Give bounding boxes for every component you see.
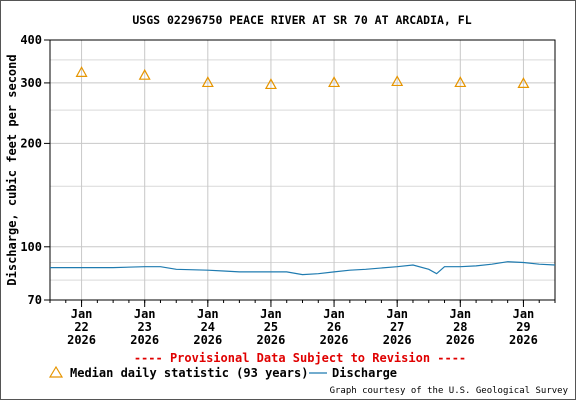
x-tick-year: 2026 — [446, 333, 475, 347]
median-triangle-marker — [391, 75, 404, 87]
x-tick-day: 28 — [453, 320, 467, 334]
median-triangle-marker — [75, 66, 88, 77]
x-tick-month: Jan — [197, 307, 219, 321]
graph-credit: Graph courtesy of the U.S. Geological Su… — [330, 386, 569, 396]
x-axis-ticks: Jan222026Jan232026Jan242026Jan252026Jan2… — [49, 300, 556, 347]
median-triangle-marker — [328, 76, 341, 88]
x-tick-day: 24 — [201, 320, 215, 334]
x-tick-day: 26 — [327, 320, 341, 334]
x-tick-month: Jan — [260, 307, 282, 321]
x-tick-year: 2026 — [256, 333, 285, 347]
x-tick-month: Jan — [71, 307, 93, 321]
median-triangle-marker — [454, 76, 467, 88]
y-tick-label: 200 — [20, 136, 42, 150]
x-tick-year: 2026 — [67, 333, 96, 347]
provisional-notice: ---- Provisional Data Subject to Revisio… — [134, 351, 466, 365]
median-triangle-marker — [517, 77, 530, 89]
median-triangle-marker — [138, 68, 151, 80]
x-tick-year: 2026 — [193, 333, 222, 347]
y-axis-label: Discharge, cubic feet per second — [5, 54, 19, 285]
x-tick-day: 25 — [264, 320, 278, 334]
x-tick-month: Jan — [513, 307, 535, 321]
x-tick-day: 23 — [137, 320, 151, 334]
x-tick-month: Jan — [134, 307, 156, 321]
x-tick-year: 2026 — [383, 333, 412, 347]
x-tick-year: 2026 — [130, 333, 159, 347]
y-tick-label: 100 — [20, 240, 42, 254]
legend-median-label: Median daily statistic (93 years) — [70, 366, 308, 380]
x-tick-month: Jan — [449, 307, 471, 321]
y-tick-label: 400 — [20, 33, 42, 47]
grid-layer — [50, 39, 555, 301]
y-tick-label: 300 — [20, 76, 42, 90]
x-tick-day: 29 — [516, 320, 530, 334]
median-triangle-marker — [201, 76, 214, 88]
legend-discharge-label: Discharge — [332, 366, 397, 380]
plot-area-border — [49, 39, 556, 301]
y-axis-ticks: 70 100 200 300 400 — [20, 33, 50, 307]
legend: Median daily statistic (93 years) Discha… — [48, 365, 397, 380]
legend-triangle-icon — [48, 365, 64, 378]
x-tick-day: 22 — [74, 320, 88, 334]
x-tick-month: Jan — [386, 307, 408, 321]
x-tick-day: 27 — [390, 320, 404, 334]
median-triangle-marker — [264, 78, 277, 90]
discharge-series-line — [50, 261, 556, 276]
x-tick-month: Jan — [323, 307, 345, 321]
x-tick-year: 2026 — [320, 333, 349, 347]
x-tick-year: 2026 — [509, 333, 538, 347]
chart-title: USGS 02296750 PEACE RIVER AT SR 70 AT AR… — [132, 13, 471, 27]
series-layer — [50, 66, 556, 276]
y-tick-label: 70 — [28, 293, 42, 307]
